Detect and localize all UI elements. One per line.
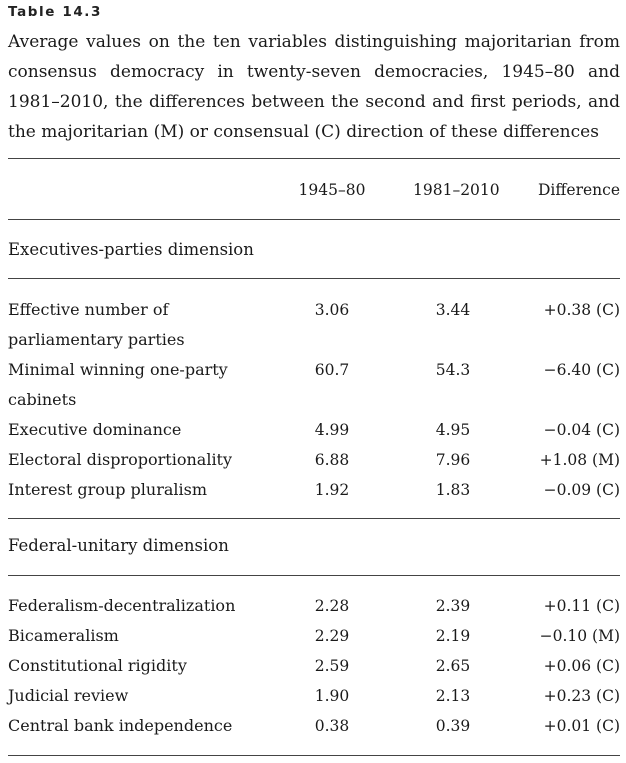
section-title-federal-unitary: Federal-unitary dimension: [8, 536, 229, 555]
row-label: Central bank independence: [8, 716, 233, 735]
row-value-1981-2010: 4.95: [435, 421, 471, 439]
row-difference: −0.04 (C): [543, 421, 620, 439]
row-value-1945-80: 0.38: [314, 717, 350, 735]
row-label: Constitutional rigidity: [8, 656, 187, 675]
rule-section-1: [8, 278, 620, 279]
row-value-1945-80: 2.29: [314, 627, 350, 645]
row-value-1981-2010: 54.3: [435, 361, 471, 379]
table-label: Table 14.3: [8, 4, 103, 20]
row-value-1981-2010: 2.13: [435, 687, 471, 705]
row-label: Effective number of parliamentary partie…: [8, 300, 185, 349]
header-col-1981-2010: 1981–2010: [413, 181, 500, 199]
row-value-1981-2010: 7.96: [435, 451, 471, 469]
rule-bottom: [8, 755, 620, 756]
row-value-1981-2010: 3.44: [435, 301, 471, 319]
row-difference: +1.08 (M): [539, 451, 620, 469]
row-label: Bicameralism: [8, 626, 119, 645]
row-difference: +0.11 (C): [543, 597, 620, 615]
header-col-difference: Difference: [538, 181, 620, 199]
row-label: Electoral disproportionality: [8, 450, 233, 469]
row-value-1945-80: 4.99: [314, 421, 350, 439]
row-difference: +0.23 (C): [543, 687, 620, 705]
row-label: Federalism-decentralization: [8, 596, 236, 615]
row-value-1981-2010: 1.83: [435, 481, 471, 499]
row-value-1945-80: 60.7: [314, 361, 350, 379]
row-value-1945-80: 6.88: [314, 451, 350, 469]
row-difference: −0.10 (M): [539, 627, 620, 645]
rule-header: [8, 219, 620, 220]
row-difference: +0.01 (C): [543, 717, 620, 735]
row-value-1981-2010: 0.39: [435, 717, 471, 735]
header-col-1945-80: 1945–80: [298, 181, 366, 199]
row-value-1981-2010: 2.39: [435, 597, 471, 615]
row-difference: +0.06 (C): [543, 657, 620, 675]
row-difference: +0.38 (C): [543, 301, 620, 319]
row-value-1945-80: 3.06: [314, 301, 350, 319]
row-value-1945-80: 2.28: [314, 597, 350, 615]
rule-section-2: [8, 575, 620, 576]
row-value-1945-80: 2.59: [314, 657, 350, 675]
table-caption: Average values on the ten variables dist…: [8, 32, 620, 142]
row-label: Executive dominance: [8, 420, 182, 439]
row-value-1945-80: 1.92: [314, 481, 350, 499]
row-label: Judicial review: [8, 686, 129, 705]
rule-section-2-top: [8, 518, 620, 519]
section-title-executives-parties: Executives-parties dimension: [8, 240, 254, 259]
row-label: Minimal winning one-party cabinets: [8, 360, 228, 409]
rule-top: [8, 158, 620, 159]
row-label: Interest group pluralism: [8, 480, 207, 499]
row-difference: −0.09 (C): [543, 481, 620, 499]
row-value-1981-2010: 2.19: [435, 627, 471, 645]
row-value-1945-80: 1.90: [314, 687, 350, 705]
row-difference: −6.40 (C): [543, 361, 620, 379]
row-value-1981-2010: 2.65: [435, 657, 471, 675]
